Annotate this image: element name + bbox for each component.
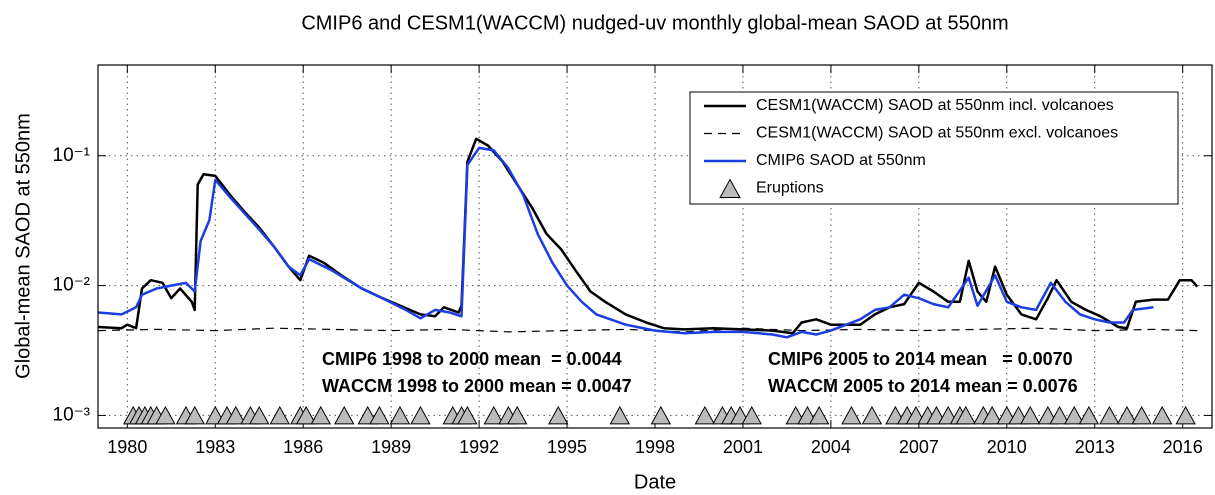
eruption-marker bbox=[650, 405, 672, 425]
eruption-marker bbox=[295, 405, 317, 425]
eruption-marker bbox=[1020, 405, 1041, 425]
eruption-marker bbox=[507, 405, 528, 425]
x-tick-label: 1986 bbox=[283, 437, 323, 457]
eruption-marker bbox=[1099, 405, 1120, 425]
eruption-marker bbox=[609, 405, 631, 425]
x-tick-label: 2013 bbox=[1075, 437, 1115, 457]
x-tick-label: 2007 bbox=[899, 437, 939, 457]
eruption-marker bbox=[457, 405, 478, 425]
eruption-marker bbox=[1064, 405, 1085, 425]
eruption-marker bbox=[1151, 405, 1173, 425]
eruption-marker bbox=[483, 405, 504, 425]
eruption-marker bbox=[1049, 405, 1070, 425]
eruption-marker bbox=[155, 405, 176, 425]
annotation: WACCM 2005 to 2014 mean = 0.0076 bbox=[768, 376, 1078, 396]
eruption-marker bbox=[389, 405, 411, 425]
eruption-marker bbox=[741, 405, 762, 425]
eruption-marker bbox=[1078, 405, 1100, 425]
eruption-marker bbox=[1116, 405, 1138, 425]
x-tick-label: 1992 bbox=[459, 437, 499, 457]
x-tick-label: 2004 bbox=[811, 437, 851, 457]
legend-marker bbox=[719, 178, 741, 198]
series-line bbox=[98, 146, 1154, 339]
x-tick-label: 1998 bbox=[635, 437, 675, 457]
y-axis-label: Global-mean SAOD at 550nm bbox=[12, 113, 34, 379]
legend-label: CESM1(WACCM) SAOD at 550nm excl. volcano… bbox=[756, 125, 1118, 142]
x-tick-label: 1995 bbox=[547, 437, 587, 457]
x-tick-label: 1989 bbox=[371, 437, 411, 457]
series-line bbox=[98, 327, 1198, 333]
eruption-marker bbox=[841, 405, 862, 425]
eruption-marker bbox=[955, 405, 976, 425]
x-tick-label: 1980 bbox=[107, 437, 147, 457]
eruption-marker bbox=[310, 405, 331, 425]
eruption-marker bbox=[225, 405, 246, 425]
legend-label: CMIP6 SAOD at 550nm bbox=[756, 152, 926, 169]
eruption-marker bbox=[694, 405, 716, 425]
legend-label: CESM1(WACCM) SAOD at 550nm incl. volcano… bbox=[756, 97, 1114, 114]
y-tick-label: 10⁻² bbox=[53, 275, 91, 296]
x-tick-label: 2001 bbox=[723, 437, 763, 457]
annotation: CMIP6 1998 to 2000 mean = 0.0044 bbox=[322, 349, 622, 369]
chart-title: CMIP6 and CESM1(WACCM) nudged-uv monthly… bbox=[301, 12, 1008, 34]
eruption-marker bbox=[981, 405, 1003, 425]
plot bbox=[98, 137, 1199, 425]
annotation: CMIP6 2005 to 2014 mean = 0.0070 bbox=[768, 349, 1073, 369]
annotation: WACCM 1998 to 2000 mean = 0.0047 bbox=[322, 376, 632, 396]
eruption-marker bbox=[184, 405, 205, 425]
legend-label: Eruptions bbox=[756, 180, 824, 197]
x-tick-label: 2010 bbox=[987, 437, 1027, 457]
eruption-marker bbox=[1131, 405, 1152, 425]
eruption-marker bbox=[249, 405, 270, 425]
eruption-marker bbox=[369, 405, 390, 425]
eruption-marker bbox=[548, 405, 569, 425]
series-line bbox=[98, 137, 1199, 335]
x-tick-label: 2016 bbox=[1163, 437, 1203, 457]
eruption-marker bbox=[1175, 405, 1196, 425]
eruption-marker bbox=[861, 405, 883, 425]
eruption-marker bbox=[808, 405, 830, 425]
eruption-marker bbox=[269, 405, 290, 425]
y-tick-label: 10⁻³ bbox=[53, 404, 91, 425]
plot-frame bbox=[97, 64, 1213, 429]
legend-box bbox=[689, 91, 1179, 205]
x-tick-label: 1983 bbox=[195, 437, 235, 457]
y-tick-label: 10⁻¹ bbox=[53, 145, 91, 166]
eruption-marker bbox=[334, 405, 355, 425]
eruption-marker bbox=[410, 405, 431, 425]
x-axis-label: Date bbox=[634, 471, 676, 493]
